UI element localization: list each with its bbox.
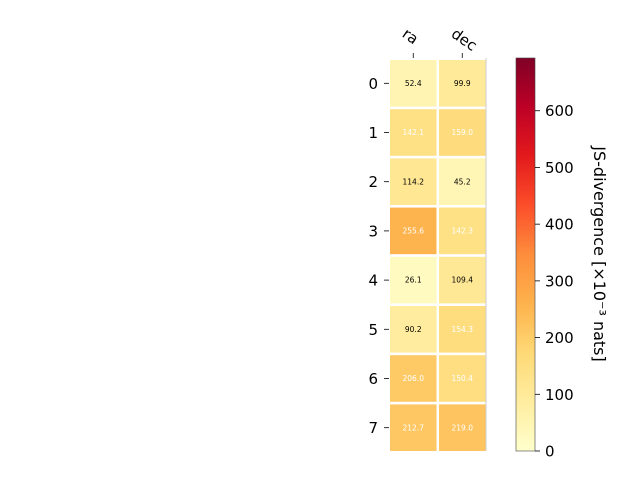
cell-value-label: 154.3 <box>452 325 474 334</box>
heatmap-cell <box>390 109 437 156</box>
heatmap-cells: 52.4 99.9 142.1 159.0 114.2 45.2 255.6 142.3 26.… <box>390 60 486 451</box>
row-label: 2 <box>368 173 378 191</box>
cell-value-label: 219.0 <box>452 423 474 432</box>
cell-value-label: 142.3 <box>452 227 474 236</box>
column-label: ra <box>399 25 422 49</box>
row-label: 4 <box>368 272 378 290</box>
cell-value-label: 150.4 <box>452 374 474 383</box>
cell-value-label: 52.4 <box>405 79 422 88</box>
cell-value-label: 142.1 <box>403 128 425 137</box>
row-label: 1 <box>368 124 378 142</box>
colorbar-tick-label: 100 <box>545 386 574 404</box>
row-label: 7 <box>368 419 378 437</box>
cell-value-label: 90.2 <box>405 325 422 334</box>
column-label: dec <box>448 25 480 55</box>
heatmap-cell <box>439 60 486 107</box>
heatmap-cell <box>390 404 437 451</box>
heatmap-cell <box>439 207 486 255</box>
row-label: 3 <box>368 222 378 240</box>
cell-value-label: 212.7 <box>403 423 425 432</box>
heatmap-cell <box>390 306 437 353</box>
heatmap-cell <box>439 158 486 205</box>
colorbar-tick-label: 0 <box>545 443 555 461</box>
colorbar-gradient <box>515 57 536 452</box>
row-label: 5 <box>368 321 378 339</box>
row-label: 6 <box>368 370 378 388</box>
heatmap-cell <box>390 256 437 304</box>
cell-value-label: 99.9 <box>454 79 471 88</box>
heatmap-cell <box>390 60 437 107</box>
heatmap-cell <box>439 355 486 402</box>
heatmap-cell <box>390 158 437 205</box>
cell-value-label: 45.2 <box>454 177 471 186</box>
heatmap-cell <box>390 207 437 255</box>
colorbar-tick-label: 300 <box>545 272 574 290</box>
cell-value-label: 206.0 <box>403 374 425 383</box>
colorbar-tick-label: 400 <box>545 216 574 234</box>
heatmap-cell <box>439 306 486 353</box>
row-label: 0 <box>368 75 378 93</box>
heatmap-cell <box>390 355 437 402</box>
cell-value-label: 255.6 <box>403 227 425 236</box>
heatmap-cell <box>439 109 486 156</box>
cell-value-label: 114.2 <box>403 177 425 186</box>
colorbar-tick-label: 500 <box>545 159 574 177</box>
heatmap-cell <box>439 404 486 451</box>
cell-value-label: 159.0 <box>452 128 474 137</box>
colorbar-tick-label: 600 <box>545 102 574 120</box>
colorbar: 0 100 200 300 400 500 600 JS-divergence [×10⁻³… <box>515 57 609 461</box>
heatmap-cell <box>439 256 486 304</box>
colorbar-title: JS-divergence [×10⁻³ nats] <box>590 145 609 361</box>
colorbar-tick-label: 200 <box>545 329 574 347</box>
colorbar-ticks: 0 100 200 300 400 500 600 <box>535 102 574 461</box>
cell-value-label: 109.4 <box>452 276 474 285</box>
cell-value-label: 26.1 <box>405 276 422 285</box>
